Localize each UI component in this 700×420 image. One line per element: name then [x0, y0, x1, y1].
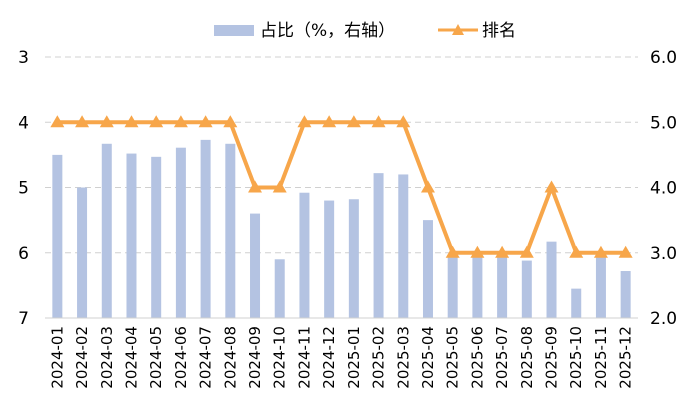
x-axis-tick-label: 2024-05: [147, 326, 165, 389]
legend-line-label: 排名: [482, 21, 516, 41]
rank-point: [544, 180, 559, 193]
x-axis-tick-label: 2025-02: [370, 326, 388, 389]
rank-point: [223, 115, 238, 128]
bar: [324, 200, 335, 318]
rank-point: [99, 115, 114, 128]
bar: [101, 143, 112, 318]
x-axis-tick-label: 2024-09: [246, 326, 264, 389]
line-series-layer: [50, 115, 633, 258]
left-axis-tick-label: 4: [18, 113, 29, 133]
bar: [422, 220, 433, 318]
x-axis-tick-label: 2024-02: [73, 326, 91, 389]
x-axis-tick-label: 2024-12: [320, 326, 338, 389]
bar: [250, 213, 261, 318]
rank-point: [297, 115, 312, 128]
legend-bar-swatch: [214, 25, 254, 36]
rank-point: [322, 115, 337, 128]
rank-point: [371, 115, 386, 128]
bar: [373, 173, 384, 318]
x-axis-tick-label: 2025-03: [394, 326, 412, 389]
x-axis-tick-label: 2024-06: [172, 326, 190, 389]
right-axis-tick-label: 3.0: [650, 244, 677, 264]
bar: [299, 192, 310, 318]
rank-point: [272, 180, 287, 193]
rank-point: [50, 115, 65, 128]
bar: [472, 255, 483, 318]
axis-layer: 3 4 5 6 7 2.0 3.0 4.0 5.0 6.0 2024-01 2024-02 2024-0…: [18, 48, 677, 389]
rank-point: [75, 115, 90, 128]
rank-point: [618, 245, 633, 258]
bar: [521, 260, 532, 318]
rank-point: [149, 115, 164, 128]
legend: 占比（%，右轴） 排名: [214, 21, 516, 41]
bar: [571, 288, 582, 318]
bar: [398, 174, 409, 318]
bar: [200, 139, 211, 318]
bar: [447, 257, 458, 318]
x-axis-tick-label: 2024-10: [271, 326, 289, 389]
rank-line: [57, 120, 626, 255]
rank-point: [124, 115, 139, 128]
x-axis-tick-label: 2025-01: [345, 326, 363, 389]
x-axis-tick-label: 2024-04: [122, 326, 140, 389]
rank-point: [519, 245, 534, 258]
left-axis-tick-label: 5: [18, 179, 29, 199]
rank-point: [248, 180, 263, 193]
bar: [274, 259, 285, 318]
x-axis-tick-label: 2025-11: [592, 326, 610, 389]
rank-point: [198, 115, 213, 128]
bar-series-layer: [52, 139, 631, 318]
rank-point: [173, 115, 188, 128]
x-axis-tick-label: 2024-01: [48, 326, 66, 389]
x-axis-tick-label: 2025-09: [543, 326, 561, 389]
rank-point: [470, 245, 485, 258]
x-axis-tick-label: 2025-08: [518, 326, 536, 389]
rank-point: [569, 245, 584, 258]
x-axis-tick-label: 2024-03: [98, 326, 116, 389]
x-axis-tick-label: 2024-07: [197, 326, 215, 389]
rank-point: [593, 245, 608, 258]
bar: [151, 156, 162, 318]
bar: [225, 143, 236, 318]
legend-bar-label: 占比（%，右轴）: [260, 21, 395, 41]
bar: [620, 271, 631, 318]
bar: [348, 199, 359, 318]
left-axis-tick-label: 7: [18, 309, 29, 329]
x-axis-tick-label: 2025-04: [419, 326, 437, 389]
bar: [77, 187, 88, 318]
right-axis-tick-label: 6.0: [650, 48, 677, 68]
left-axis-tick-label: 6: [18, 244, 29, 264]
bar: [126, 153, 137, 318]
x-axis-tick-label: 2025-10: [567, 326, 585, 389]
bar: [546, 241, 557, 318]
right-axis-tick-label: 4.0: [650, 179, 677, 199]
bar: [595, 254, 606, 318]
right-axis-tick-label: 2.0: [650, 309, 677, 329]
bar: [52, 154, 63, 318]
rank-point: [495, 245, 510, 258]
rank-point: [445, 245, 460, 258]
legend-line-marker: [452, 24, 464, 35]
left-axis-tick-label: 3: [18, 48, 29, 68]
right-axis-tick-label: 5.0: [650, 113, 677, 133]
x-axis-tick-label: 2025-05: [444, 326, 462, 389]
x-axis-tick-label: 2024-11: [295, 326, 313, 389]
rank-point: [396, 115, 411, 128]
x-axis-tick-label: 2025-07: [493, 326, 511, 389]
bar: [175, 147, 186, 318]
x-axis-tick-label: 2025-06: [468, 326, 486, 389]
rank-point: [420, 180, 435, 193]
x-axis-tick-label: 2024-08: [221, 326, 239, 389]
rank-point: [346, 115, 361, 128]
bar: [497, 254, 508, 318]
x-axis-tick-label: 2025-12: [617, 326, 635, 389]
